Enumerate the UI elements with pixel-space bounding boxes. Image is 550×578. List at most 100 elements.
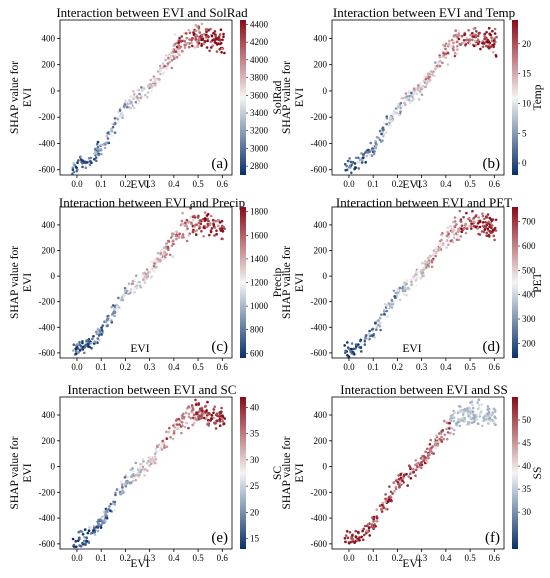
scatter-point [374,139,377,143]
scatter-point [401,104,404,108]
scatter-point [209,230,213,234]
scatter-point [402,293,406,296]
scatter-point [490,413,494,417]
scatter-point [380,132,383,136]
scatter-point [447,42,451,46]
scatter-point [362,527,366,531]
scatter-point [212,416,216,420]
scatter-point [398,298,402,302]
x-tick-label: 0.4 [168,179,180,189]
scatter-point [73,163,76,167]
scatter-point [412,97,415,101]
scatter-point [172,44,175,47]
scatter-point [359,338,363,342]
scatter-point [91,337,94,341]
y-tick-label: -600 [311,165,328,175]
scatter-point [456,420,460,424]
x-tick-label: 0.1 [368,179,379,189]
scatter-point [445,427,449,431]
scatter-point [180,219,184,223]
scatter-point [494,54,498,57]
scatter-point [368,329,371,333]
colorbar-label: SolRad [272,80,284,114]
x-tick-label: 0.2 [392,362,403,372]
scatter-point [460,34,464,38]
scatter-point [386,315,389,318]
scatter-point [410,283,413,287]
scatter-point [394,107,398,110]
y-tick-label: -400 [39,138,56,148]
scatter-point [381,139,384,142]
scatter-point [155,265,158,269]
scatter-point [121,116,124,119]
scatter-point [152,75,156,78]
scatter-point [477,406,481,410]
scatter-point [200,22,204,26]
scatter-point [203,40,207,43]
scatter-point [96,140,100,144]
scatter-point [403,281,406,284]
scatter-point [458,424,462,428]
scatter-point [393,296,397,299]
x-tick-label: 0.3 [416,362,428,372]
scatter-point [142,278,145,282]
scatter-point [198,37,201,41]
scatter-point [202,235,205,238]
scatter-point [210,414,214,417]
scatter-point [154,84,157,88]
scatter-point [216,224,220,227]
scatter-point [169,236,173,239]
scatter-point [465,227,469,230]
scatter-point [175,230,178,233]
scatter-point [383,303,387,306]
scatter-point [206,39,209,43]
scatter-point [363,339,367,343]
scatter-point [209,27,212,31]
scatter-point [485,231,489,235]
scatter-point [204,404,208,408]
scatter-point [138,473,141,477]
scatter-point [174,42,177,46]
scatter-point [344,534,348,537]
scatter-point [163,444,166,447]
scatter-point [375,326,379,329]
scatter-point [346,159,350,163]
scatter-point [159,69,162,72]
scatter-point [368,153,372,157]
scatter-point [471,209,474,213]
colorbar-tick-label: 20 [250,507,260,517]
y-tick-label: -600 [311,348,328,358]
scatter-point [212,411,215,415]
scatter-point [152,460,156,464]
y-tick-label: 0 [323,271,328,281]
y-tick-label: 0 [323,462,328,472]
scatter-point [74,350,78,353]
scatter-point [420,461,423,464]
scatter-point [439,59,442,63]
scatter-point [472,216,476,220]
scatter-point [486,405,490,408]
scatter-point [378,138,382,142]
scatter-point [113,117,117,120]
scatter-point [210,227,214,230]
scatter-point [354,166,357,169]
scatter-point [436,64,439,68]
scatter-point [130,288,133,291]
scatter-point [426,447,429,451]
x-axis-label: EVI [402,558,421,570]
scatter-point [350,171,353,174]
scatter-points [343,398,497,545]
y-axis-label-line2: EVI [294,463,306,482]
scatter-point [154,447,158,451]
scatter-point [401,287,404,290]
scatter-point [345,530,349,533]
scatter-point [425,460,429,464]
scatter-point [214,34,217,38]
scatter-point [205,409,208,413]
scatter-point [181,424,184,428]
scatter-point [403,286,407,290]
y-axis-label: SHAP value for EVI [9,246,34,319]
scatter-point [459,418,463,421]
scatter-point [165,437,169,441]
scatter-point [410,98,413,101]
